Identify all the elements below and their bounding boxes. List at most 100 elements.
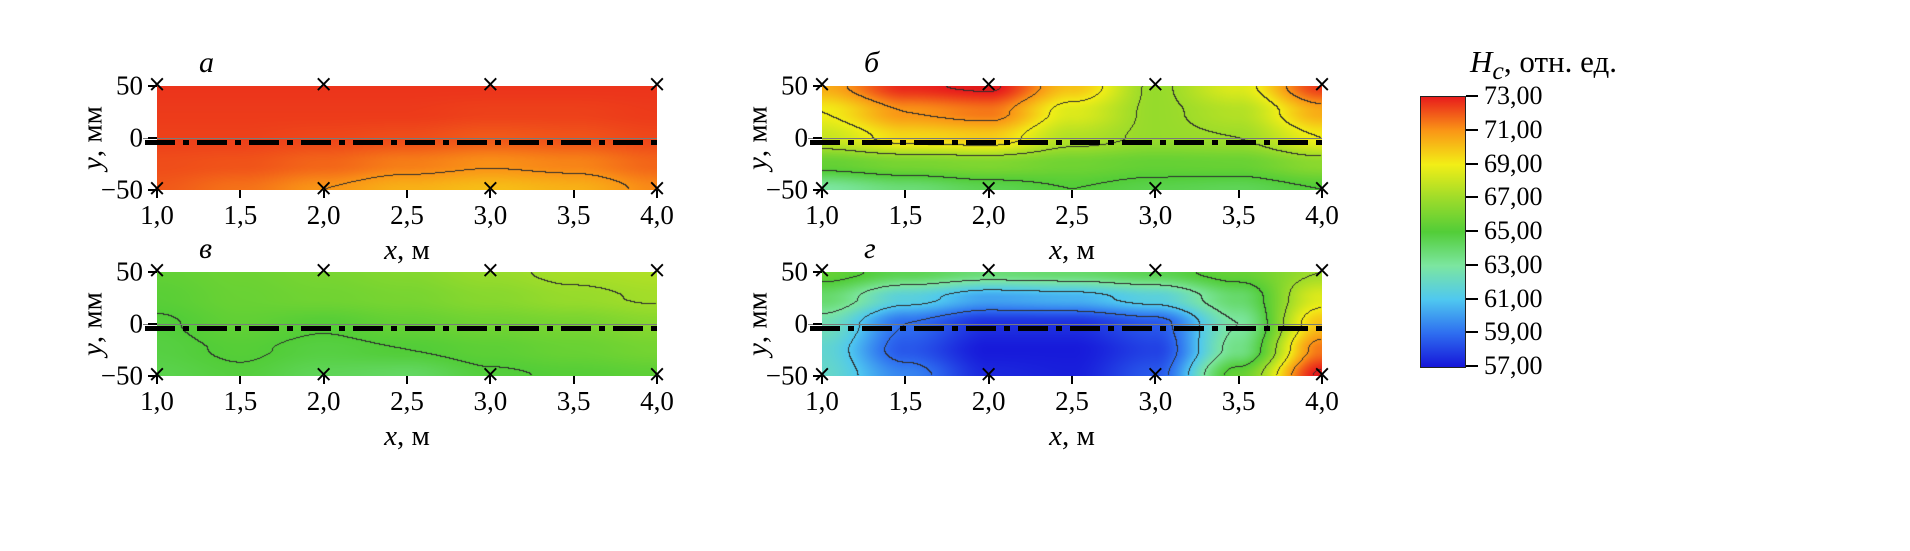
panel-v-y-tick [148, 271, 157, 273]
panel-b-x-tick-label: 1,5 [888, 200, 923, 230]
colorbar-tick-label: 65,00 [1484, 216, 1543, 245]
panel-v-zero-line [143, 324, 657, 325]
panel-a-x-axis-var: x [384, 234, 398, 266]
panel-a-measurement-point-marker: × [314, 175, 334, 202]
panel-v-y-tick [148, 375, 157, 377]
panel-a-x-tick-label: 2,5 [390, 200, 424, 230]
panel-g-measurement-point-marker: × [1312, 257, 1332, 284]
panel-b-x-tick [904, 190, 907, 198]
panel-b-x-tick [1071, 190, 1073, 198]
panel-g-measurement-point-marker: × [812, 361, 832, 388]
panel-b-measurement-point-marker: × [812, 71, 832, 98]
colorbar-tick-label: 57,00 [1484, 351, 1543, 380]
panel-v-y-axis-label: y, мм [77, 292, 110, 356]
panel-g-zero-line [808, 324, 1322, 325]
colorbar-tick [1466, 263, 1478, 266]
panel-v-y-tick-label: −50 [100, 360, 143, 391]
panel-a-x-tick-label: 1,5 [223, 200, 258, 230]
panel-a-x-tick [322, 190, 325, 198]
panel-b-y-tick [813, 85, 822, 87]
panel-v-x-tick-label: 3,0 [473, 386, 508, 416]
panel-a-x-tick-label: 1,0 [140, 200, 174, 230]
colorbar-tick [1466, 331, 1478, 334]
panel-b-x-axis-unit: , м [1062, 234, 1095, 266]
panel-b-x-tick-label: 3,0 [1138, 200, 1173, 230]
panel-a-y-tick-label: 0 [129, 122, 144, 153]
panel-g-measurement-point-marker: × [1145, 257, 1165, 284]
colorbar-tick [1466, 95, 1478, 97]
panel-g-x-tick [904, 376, 907, 384]
panel-g-x-tick [1154, 376, 1157, 384]
panel-g-y-tick [813, 375, 822, 377]
panel-a-y-axis-label: y, мм [77, 106, 110, 170]
panel-b-title: б [864, 46, 880, 79]
panel-g-scan-line [810, 326, 1322, 331]
panel-a-x-tick [572, 190, 575, 198]
panel-b-x-axis-label: x, м [1049, 234, 1095, 267]
panel-v-measurement-point-marker: × [480, 257, 500, 284]
panel-a-scan-line [145, 140, 657, 145]
panel-g-measurement-point-marker: × [979, 257, 999, 284]
panel-g-measurement-point-marker: × [979, 361, 999, 388]
panel-a-x-tick-label: 4,0 [640, 200, 674, 230]
panel-g-y-axis-unit: , мм [741, 291, 774, 344]
panel-a-x-tick [489, 190, 492, 198]
panel-b-scan-line [810, 140, 1322, 145]
panel-g-x-tick-label: 4,0 [1305, 386, 1339, 416]
panel-b-y-tick [813, 189, 822, 191]
panel-g-x-tick-label: 1,0 [805, 386, 839, 416]
colorbar-tick-label: 69,00 [1484, 148, 1543, 178]
panel-a-measurement-point-marker: × [480, 71, 500, 98]
colorbar-tick [1466, 230, 1478, 232]
panel-g-measurement-point-marker: × [812, 257, 832, 284]
panel-g-x-tick [821, 376, 823, 384]
panel-v-x-tick [156, 376, 158, 384]
panel-a-y-axis-var: y [76, 157, 109, 171]
panel-a-x-tick-label: 3,0 [473, 200, 508, 230]
panel-b-x-tick-label: 1,0 [805, 200, 839, 230]
colorbar-tick [1466, 297, 1478, 300]
panel-a-y-tick [148, 85, 157, 87]
panel-v-x-tick [239, 376, 242, 384]
panel-g-measurement-point-marker: × [1312, 361, 1332, 388]
panel-v-measurement-point-marker: × [480, 361, 500, 388]
panel-b-measurement-point-marker: × [1145, 71, 1165, 98]
colorbar-gradient [1420, 96, 1466, 368]
colorbar-title-subscript: c [1492, 56, 1504, 86]
panel-g-x-tick-label: 3,0 [1138, 386, 1173, 416]
panel-a-x-axis-label: x, м [384, 234, 430, 267]
panel-a-measurement-point-marker: × [647, 71, 667, 98]
panel-v-x-tick-label: 2,0 [306, 386, 341, 416]
colorbar-title: Hc, отн. ед. [1470, 44, 1617, 86]
panel-a-x-tick [406, 190, 408, 198]
panel-v-scan-line [145, 326, 657, 331]
panel-a-measurement-point-marker: × [647, 175, 667, 202]
panel-b-x-tick [987, 190, 990, 198]
panel-v-x-tick [656, 376, 658, 384]
panel-a-y-tick-label: −50 [100, 174, 143, 205]
panel-v-x-tick [572, 376, 575, 384]
colorbar-tick [1466, 128, 1478, 131]
panel-b-zero-line [808, 138, 1322, 139]
panel-b-x-tick-label: 2,0 [971, 200, 1006, 230]
panel-v-y-axis-var: y [76, 343, 109, 357]
panel-b-x-axis-var: x [1049, 234, 1063, 266]
panel-g-y-tick-label: −50 [765, 360, 808, 391]
panel-g-x-tick [1237, 376, 1240, 384]
panel-a-x-tick [239, 190, 242, 198]
panel-b-measurement-point-marker: × [1145, 175, 1165, 202]
panel-v-y-tick [148, 323, 157, 325]
panel-g-x-tick-label: 3,5 [1221, 386, 1256, 416]
panel-b-measurement-point-marker: × [979, 175, 999, 202]
panel-g-x-axis-label: x, м [1049, 420, 1095, 453]
panel-b-y-tick-label: 50 [781, 70, 808, 101]
panel-a-measurement-point-marker: × [314, 71, 334, 98]
panel-v-x-tick [322, 376, 325, 384]
panel-a-zero-line [143, 138, 657, 139]
panel-b-x-tick [1154, 190, 1157, 198]
panel-b-measurement-point-marker: × [1312, 71, 1332, 98]
panel-g-y-tick-label: 0 [794, 308, 809, 339]
panel-g-title: г [864, 232, 876, 265]
panel-v-x-tick-label: 4,0 [640, 386, 674, 416]
